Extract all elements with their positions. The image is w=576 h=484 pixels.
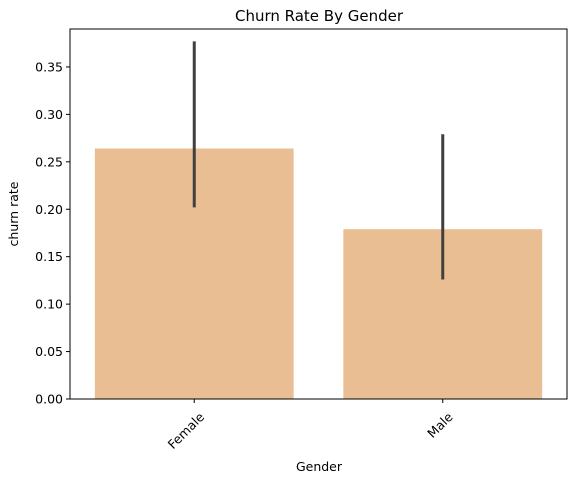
error-bars-group xyxy=(192,41,445,280)
chart-title: Churn Rate By Gender xyxy=(235,7,404,25)
y-axis: 0.00 0.05 0.10 0.15 0.20 0.25 0.30 0.35 xyxy=(35,59,70,407)
y-tick-label: 0.25 xyxy=(35,154,63,169)
y-tick-label: 0.15 xyxy=(35,249,63,264)
x-axis-label: Gender xyxy=(296,459,343,474)
y-tick-label: 0.10 xyxy=(35,297,63,312)
y-axis-label: churn rate xyxy=(6,181,21,246)
plot-frame xyxy=(69,28,568,400)
y-tick-label: 0.35 xyxy=(35,59,63,74)
y-tick-label: 0.30 xyxy=(35,107,63,122)
y-tick-label: 0.20 xyxy=(35,202,63,217)
y-tick-label: 0.05 xyxy=(35,344,63,359)
y-tick-label: 0.00 xyxy=(35,392,63,407)
